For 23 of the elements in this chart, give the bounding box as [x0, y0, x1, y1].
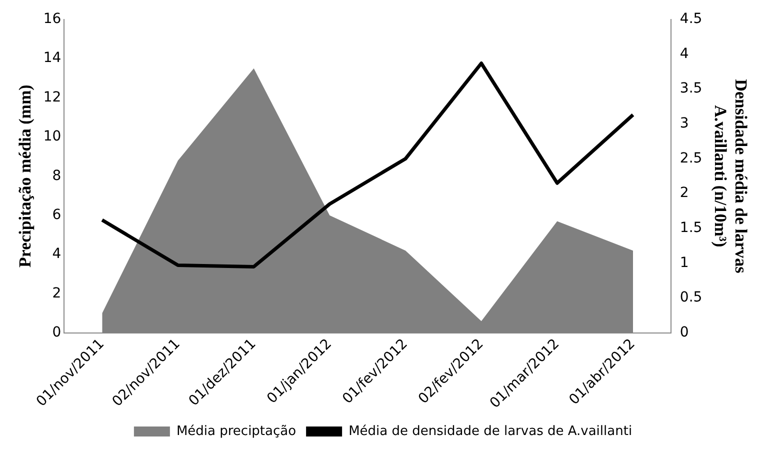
y-tick-label: 2 — [52, 285, 62, 302]
y2-tick-label: 1 — [680, 254, 689, 271]
y-tick-label: 0 — [52, 324, 62, 341]
y2-tick-label: 0.5 — [680, 290, 702, 306]
y-tick-label: 8 — [52, 168, 62, 184]
y-tick-label: 14 — [43, 50, 62, 66]
y-tick-label: 10 — [43, 128, 62, 145]
y2-tick-label: 1.5 — [680, 220, 702, 236]
y2-tick-label: 0 — [680, 324, 689, 341]
y-tick-label: 6 — [52, 206, 62, 223]
y-tick-label: 4 — [52, 246, 62, 262]
y2-tick-label: 4.5 — [680, 11, 702, 28]
y2-tick-label: 3.5 — [680, 80, 702, 97]
y-axis-title: Precipitação média (mm) — [16, 84, 35, 268]
legend-label: Média de densidade de larvas de A.vaillanti — [348, 424, 632, 439]
y2-tick-label: 2 — [680, 185, 689, 202]
y2-axis-title: Densidade média de larvas A.vaillanti (n/10m³) — [711, 79, 750, 274]
y2-tick-label: 2.5 — [680, 150, 702, 166]
y-tick-label: 16 — [43, 11, 62, 28]
y2-tick-label: 3 — [680, 116, 689, 132]
legend-label: Média preciptação — [176, 424, 296, 439]
y2-tick-label: 4 — [680, 46, 689, 62]
y-tick-label: 12 — [43, 89, 62, 106]
